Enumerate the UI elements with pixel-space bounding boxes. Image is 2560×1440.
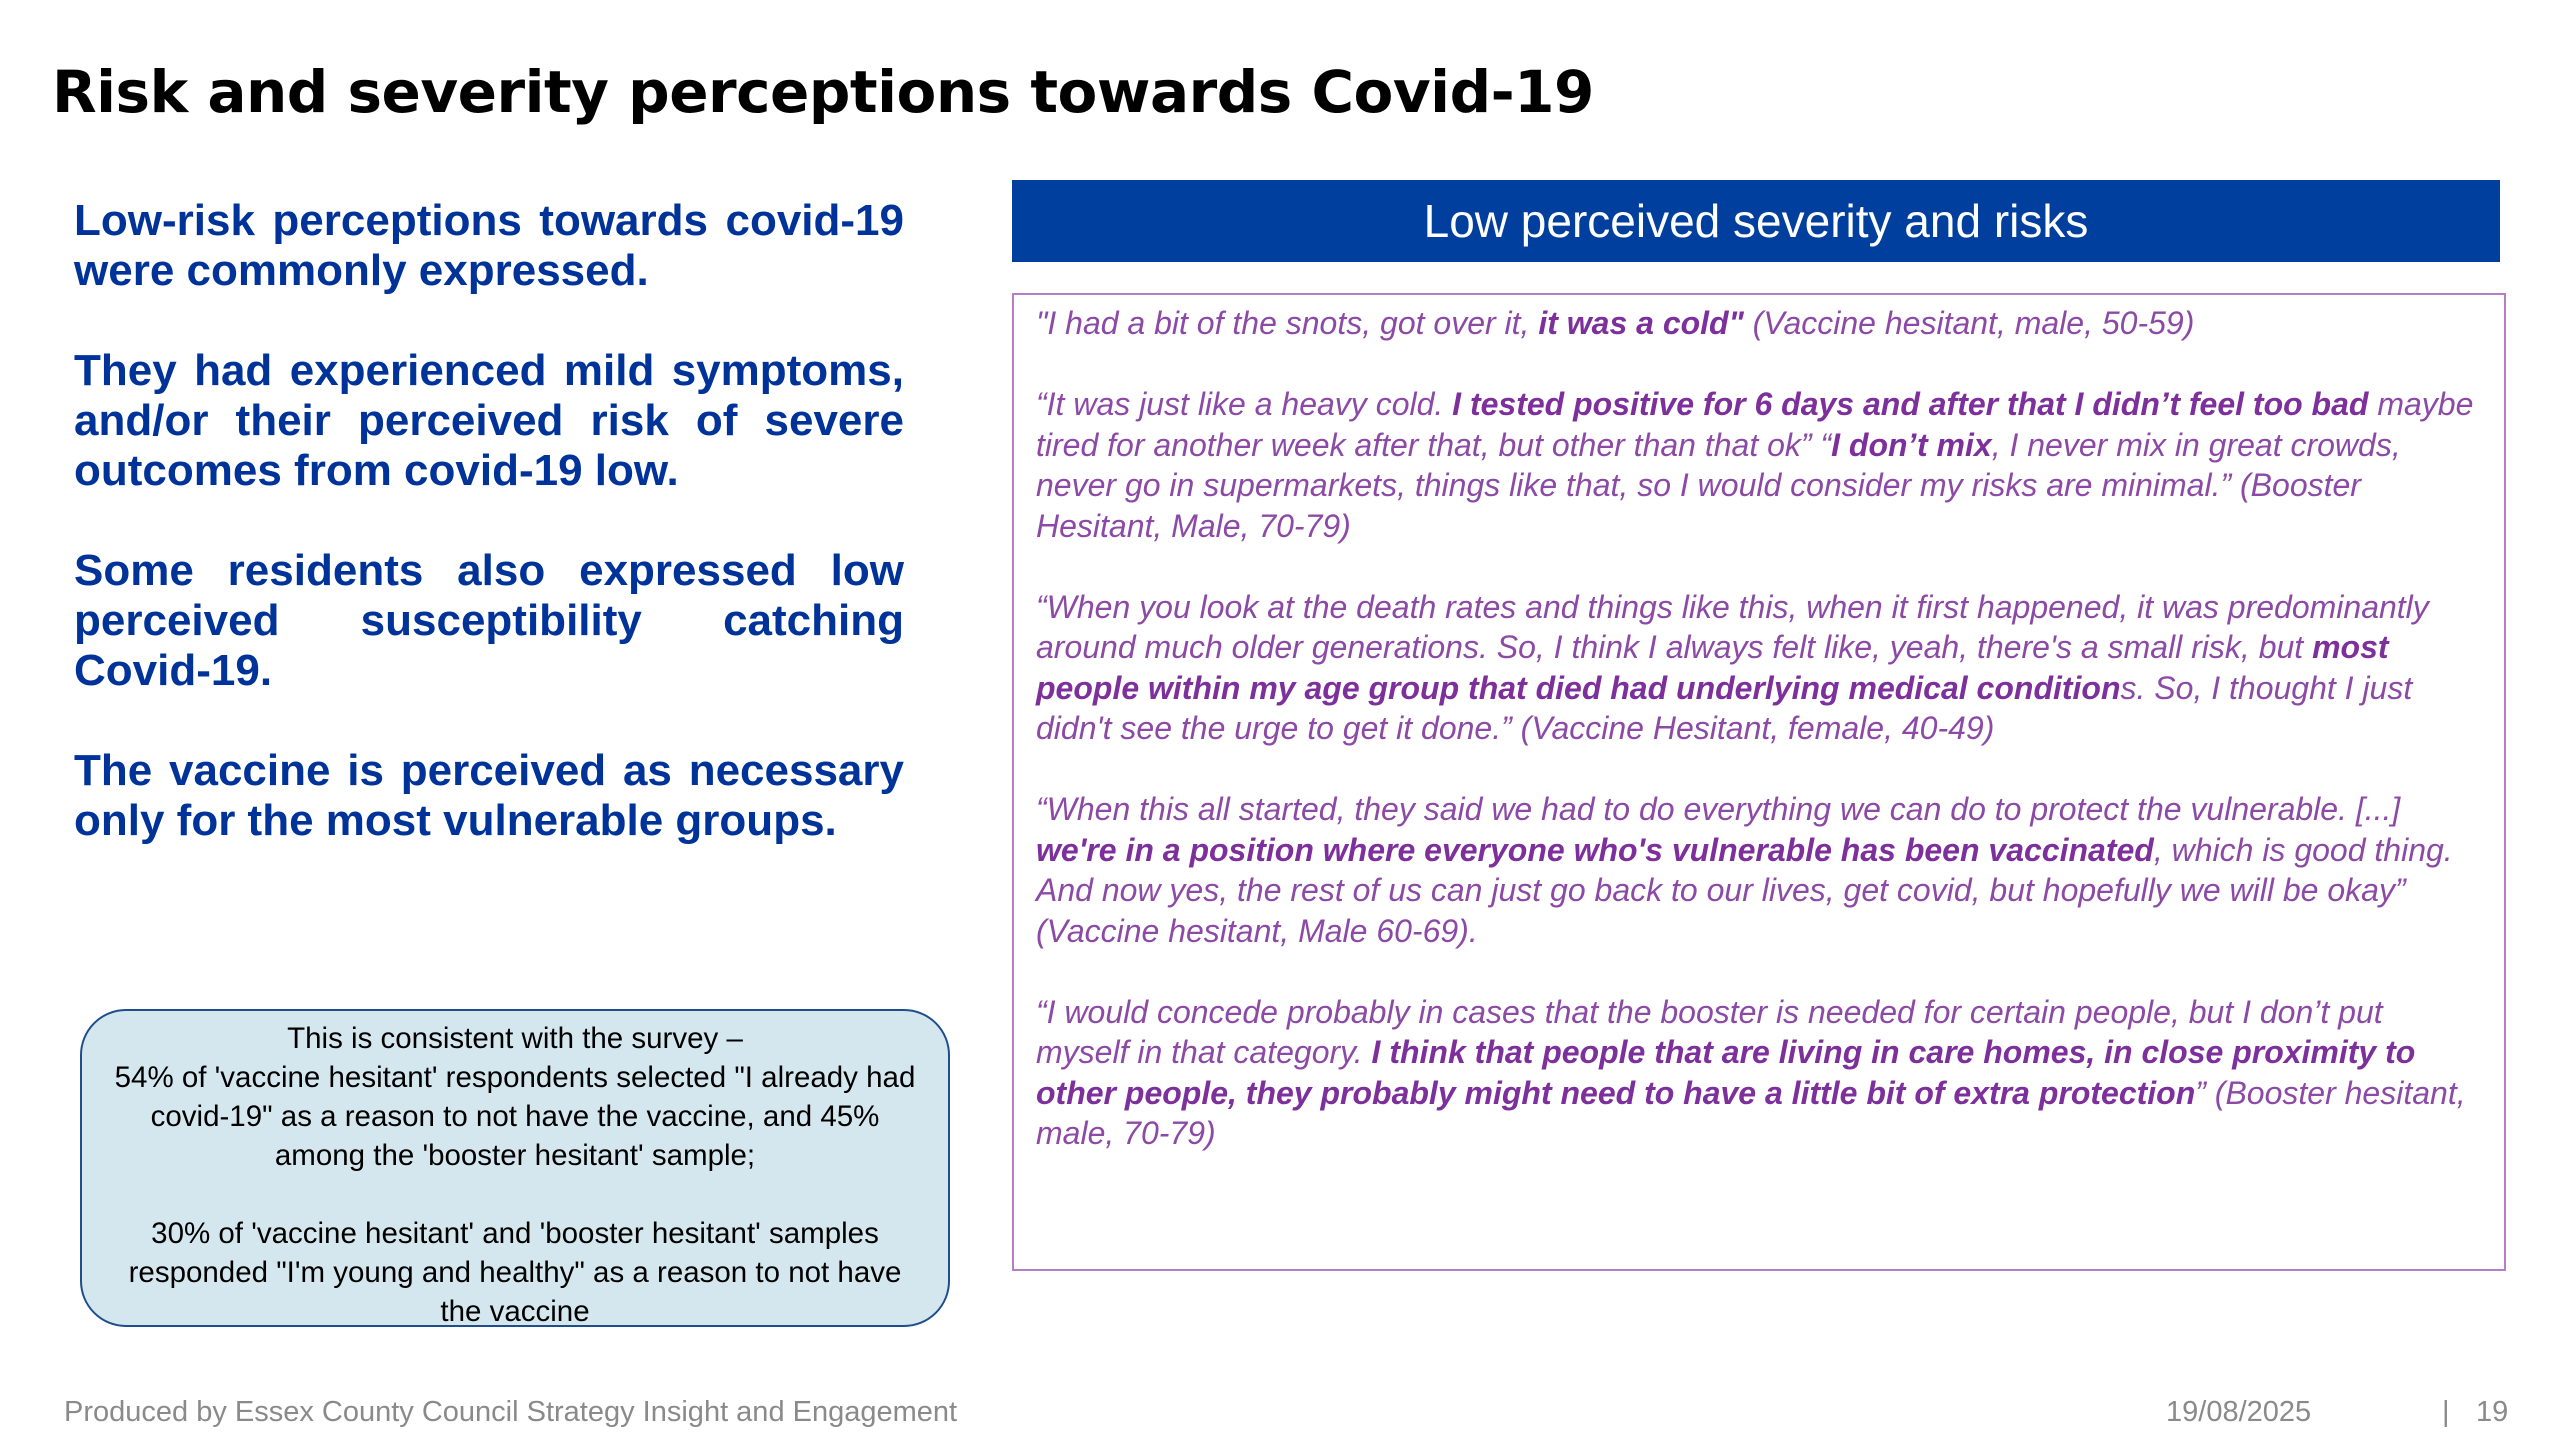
footer-source: Produced by Essex County Council Strateg… <box>64 1396 958 1428</box>
footer-separator: | <box>2442 1396 2450 1428</box>
survey-intro: This is consistent with the survey – <box>287 1022 743 1055</box>
quote-care-homes: “I would concede probably in cases that … <box>1036 993 2466 1152</box>
quote-death-rates: “When you look at the death rates and th… <box>1036 588 2429 747</box>
footer-date: 19/08/2025 <box>2166 1396 2312 1428</box>
quote-protect-vulnerable: “When this all started, they said we had… <box>1036 791 2453 949</box>
finding-vaccine-vulnerable: The vaccine is perceived as necessary on… <box>74 746 904 845</box>
finding-low-risk: Low-risk perceptions towards covid-19 we… <box>74 196 904 295</box>
key-findings: Low-risk perceptions towards covid-19 we… <box>74 196 904 896</box>
finding-low-susceptibility: Some residents also expressed low percei… <box>74 546 904 695</box>
survey-spacer <box>106 1175 924 1214</box>
finding-mild-symptoms: They had experienced mild symptoms, and/… <box>74 346 904 495</box>
quote-heavy-cold: “It was just like a heavy cold. I tested… <box>1036 386 2474 544</box>
survey-stat-young-healthy: 30% of 'vaccine hesitant' and 'booster h… <box>128 1217 902 1328</box>
quotes-panel: "I had a bit of the snots, got over it, … <box>1012 293 2506 1271</box>
quote-cold: "I had a bit of the snots, got over it, … <box>1036 305 2195 341</box>
page-number: 19 <box>2476 1396 2509 1428</box>
slide-title: Risk and severity perceptions towards Co… <box>52 58 1594 126</box>
panel-header: Low perceived severity and risks <box>1012 180 2500 262</box>
survey-stat-covid: 54% of 'vaccine hesitant' respondents se… <box>114 1061 916 1172</box>
survey-callout-box: This is consistent with the survey – 54%… <box>80 1009 950 1328</box>
